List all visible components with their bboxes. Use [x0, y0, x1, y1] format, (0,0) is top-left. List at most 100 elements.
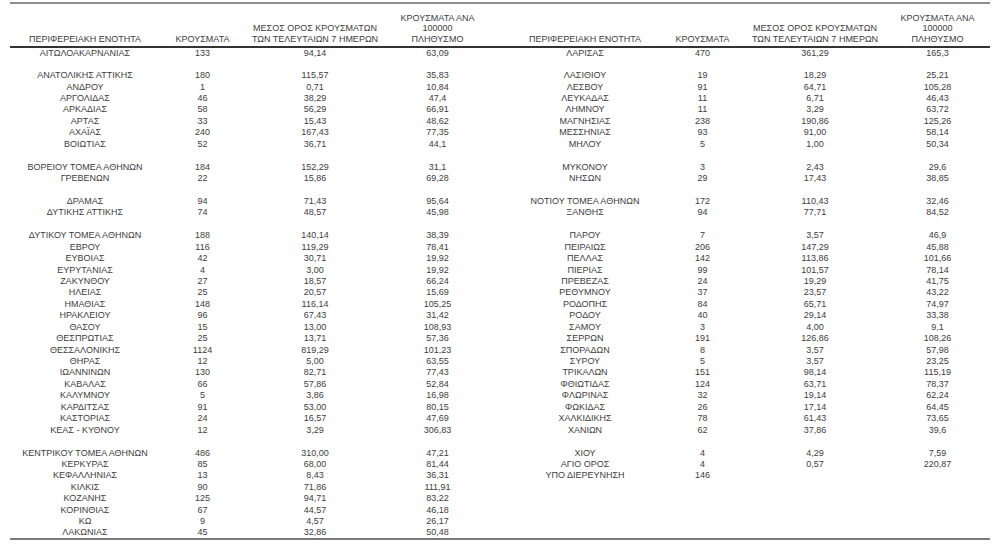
cell-region-left: ΚΕΝΤΡΙΚΟΥ ΤΟΜΕΑ ΑΘΗΝΩΝ [10, 447, 160, 458]
cell-spacer [490, 161, 510, 172]
cell-avg7-left: 57,86 [245, 379, 385, 390]
cell-spacer [490, 127, 510, 138]
cell-region-left: ΚΙΛΚΙΣ [10, 482, 160, 493]
cell-per100k-left: 80,15 [385, 402, 490, 413]
cell-cases-left: 25 [160, 333, 245, 344]
cell-per100k-left: 66,24 [385, 276, 490, 287]
cell-avg7-left: 94,14 [245, 47, 385, 58]
cell-per100k-left: 95,64 [385, 196, 490, 207]
cell-avg7-left: 38,29 [245, 93, 385, 104]
cell-avg7-left: 56,29 [245, 104, 385, 115]
col-header-cases-left: ΚΡΟΥΣΜΑΤΑ [160, 3, 245, 47]
table-row [10, 58, 990, 69]
cell-per100k-right [885, 436, 990, 447]
table-row: ΑΧΑΪΑΣ 240 167,43 77,35 ΜΕΣΣΗΝΙΑΣ 93 91,… [10, 127, 990, 138]
cell-avg7-left: 30,71 [245, 253, 385, 264]
cell-per100k-right: 74,97 [885, 299, 990, 310]
cell-per100k-left: 101,23 [385, 344, 490, 355]
cell-per100k-right: 165,3 [885, 47, 990, 58]
cell-per100k-right: 115,19 [885, 367, 990, 378]
cell-per100k-right: 29,6 [885, 161, 990, 172]
cell-per100k-right [885, 58, 990, 69]
table-row: ΘΑΣΟΥ 15 13,00 108,93 ΣΑΜΟΥ 3 4,00 9,1 [10, 322, 990, 333]
cell-per100k-left [385, 219, 490, 230]
cell-per100k-right: 78,37 [885, 379, 990, 390]
cell-region-left: ΕΥΡΥΤΑΝΙΑΣ [10, 264, 160, 275]
cell-cases-right: 78 [660, 413, 745, 424]
cell-region-left: ΚΕΡΚΥΡΑΣ [10, 459, 160, 470]
cell-region-right: ΧΑΝΙΩΝ [510, 424, 660, 435]
cell-avg7-left: 0,71 [245, 81, 385, 92]
cell-per100k-right: 46,9 [885, 230, 990, 241]
cell-per100k-right: 38,85 [885, 173, 990, 184]
cell-region-left: ΑΡΚΑΔΙΑΣ [10, 104, 160, 115]
cell-region-left: ΚΑΡΔΙΤΣΑΣ [10, 402, 160, 413]
cell-avg7-right: 110,43 [745, 196, 885, 207]
cell-avg7-left: 15,86 [245, 173, 385, 184]
cell-per100k-right: 84,52 [885, 207, 990, 218]
cell-per100k-right: 64,45 [885, 402, 990, 413]
cell-cases-left: 9 [160, 516, 245, 527]
cell-avg7-right: 77,71 [745, 207, 885, 218]
cell-region-left: ΛΑΚΩΝΙΑΣ [10, 527, 160, 538]
cell-region-right [510, 493, 660, 504]
cell-cases-left: 12 [160, 356, 245, 367]
header-row: ΠΕΡΙΦΕΡΕΙΑΚΗ ΕΝΟΤΗΤΑ ΚΡΟΥΣΜΑΤΑ ΜΕΣΟΣ ΟΡΟ… [10, 3, 990, 47]
cell-cases-right: 7 [660, 230, 745, 241]
cell-avg7-right: 3,57 [745, 344, 885, 355]
cell-region-right [510, 482, 660, 493]
cases-by-regional-unit-table: ΠΕΡΙΦΕΡΕΙΑΚΗ ΕΝΟΤΗΤΑ ΚΡΟΥΣΜΑΤΑ ΜΕΣΟΣ ΟΡΟ… [10, 2, 990, 540]
cell-spacer [490, 390, 510, 401]
cell-region-left: ΚΩ [10, 516, 160, 527]
cell-spacer [490, 81, 510, 92]
cell-cases-left: 91 [160, 402, 245, 413]
cell-avg7-left: 48,57 [245, 207, 385, 218]
cell-spacer [490, 402, 510, 413]
cell-avg7-left: 68,00 [245, 459, 385, 470]
cell-per100k-left: 50,48 [385, 527, 490, 538]
cell-avg7-right: 0,57 [745, 459, 885, 470]
cell-avg7-left: 115,57 [245, 70, 385, 81]
cell-cases-left: 46 [160, 93, 245, 104]
cell-spacer [490, 150, 510, 161]
cell-spacer [490, 299, 510, 310]
table-row: ΒΟΡΕΙΟΥ ΤΟΜΕΑ ΑΘΗΝΩΝ 184 152,29 31,1 ΜΥΚ… [10, 161, 990, 172]
cell-spacer [490, 207, 510, 218]
cell-per100k-right: 9,1 [885, 322, 990, 333]
cell-cases-left: 25 [160, 287, 245, 298]
cell-region-right: ΦΛΩΡΙΝΑΣ [510, 390, 660, 401]
cell-region-left: ΕΥΒΟΙΑΣ [10, 253, 160, 264]
cell-cases-left [160, 219, 245, 230]
table-row: ΕΒΡΟΥ 116 119,29 78,41 ΠΕΙΡΑΙΩΣ 206 147,… [10, 241, 990, 252]
cell-cases-left: 188 [160, 230, 245, 241]
cell-per100k-right [885, 150, 990, 161]
cell-per100k-right: 25,21 [885, 70, 990, 81]
cell-region-left: ΚΑΣΤΟΡΙΑΣ [10, 413, 160, 424]
cell-avg7-right: 98,14 [745, 367, 885, 378]
cell-region-right: ΠΕΙΡΑΙΩΣ [510, 241, 660, 252]
cell-per100k-left: 31,42 [385, 310, 490, 321]
cell-per100k-right [885, 482, 990, 493]
cell-region-right: ΡΕΘΥΜΝΟΥ [510, 287, 660, 298]
cell-avg7-left [245, 184, 385, 195]
cell-cases-left: 1124 [160, 344, 245, 355]
cell-spacer [490, 173, 510, 184]
cell-avg7-right [745, 58, 885, 69]
cell-avg7-left: 36,71 [245, 139, 385, 150]
cell-region-left: ΘΑΣΟΥ [10, 322, 160, 333]
cell-avg7-left: 13,00 [245, 322, 385, 333]
cell-cases-left: 58 [160, 104, 245, 115]
cell-region-right [510, 184, 660, 195]
cell-per100k-left [385, 436, 490, 447]
cell-cases-left: 74 [160, 207, 245, 218]
table-row: ΑΙΤΩΛΟΑΚΑΡΝΑΝΙΑΣ 133 94,14 63,09 ΛΑΡΙΣΑΣ… [10, 47, 990, 58]
cell-avg7-left [245, 150, 385, 161]
cell-region-right: ΠΡΕΒΕΖΑΣ [510, 276, 660, 287]
cell-per100k-right [885, 219, 990, 230]
cell-avg7-left: 116,14 [245, 299, 385, 310]
cell-region-right [510, 58, 660, 69]
cell-spacer [490, 379, 510, 390]
cell-avg7-right: 2,43 [745, 161, 885, 172]
cell-region-right: ΛΕΥΚΑΔΑΣ [510, 93, 660, 104]
cell-cases-left: 1 [160, 81, 245, 92]
